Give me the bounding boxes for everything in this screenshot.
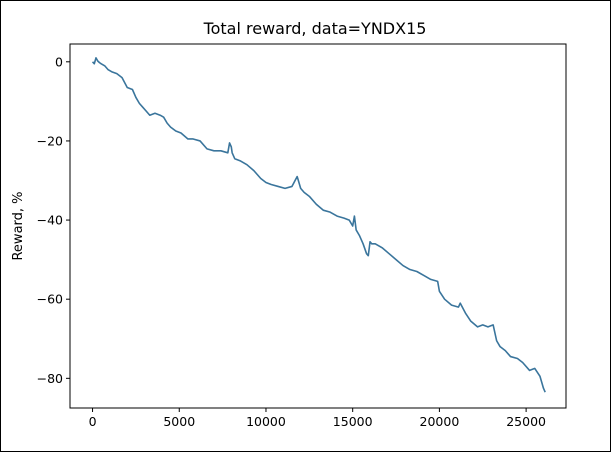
y-tick-label: 0: [55, 54, 63, 69]
x-tick-label: 15000: [333, 414, 373, 429]
x-tick-label: 5000: [163, 414, 195, 429]
series-layer: [91, 57, 546, 393]
x-tick-label: 0: [89, 414, 97, 429]
plot-area-frame: [69, 43, 567, 409]
series-line-0: [91, 57, 546, 393]
y-tick-label: −60: [37, 292, 63, 307]
chart-title: Total reward, data=YNDX15: [203, 19, 427, 38]
y-tick-label: −40: [37, 213, 63, 228]
x-tick-label: 25000: [506, 414, 546, 429]
x-tick-label: 10000: [246, 414, 286, 429]
x-tick-label: 20000: [420, 414, 460, 429]
y-tick-label: −20: [37, 133, 63, 148]
y-axis: 0 −20 −40 −60 −80: [37, 54, 70, 386]
x-axis: 0 5000 10000 15000 20000 25000: [89, 408, 546, 429]
y-axis-label: Reward, %: [11, 191, 26, 260]
y-tick-label: −80: [37, 371, 63, 386]
